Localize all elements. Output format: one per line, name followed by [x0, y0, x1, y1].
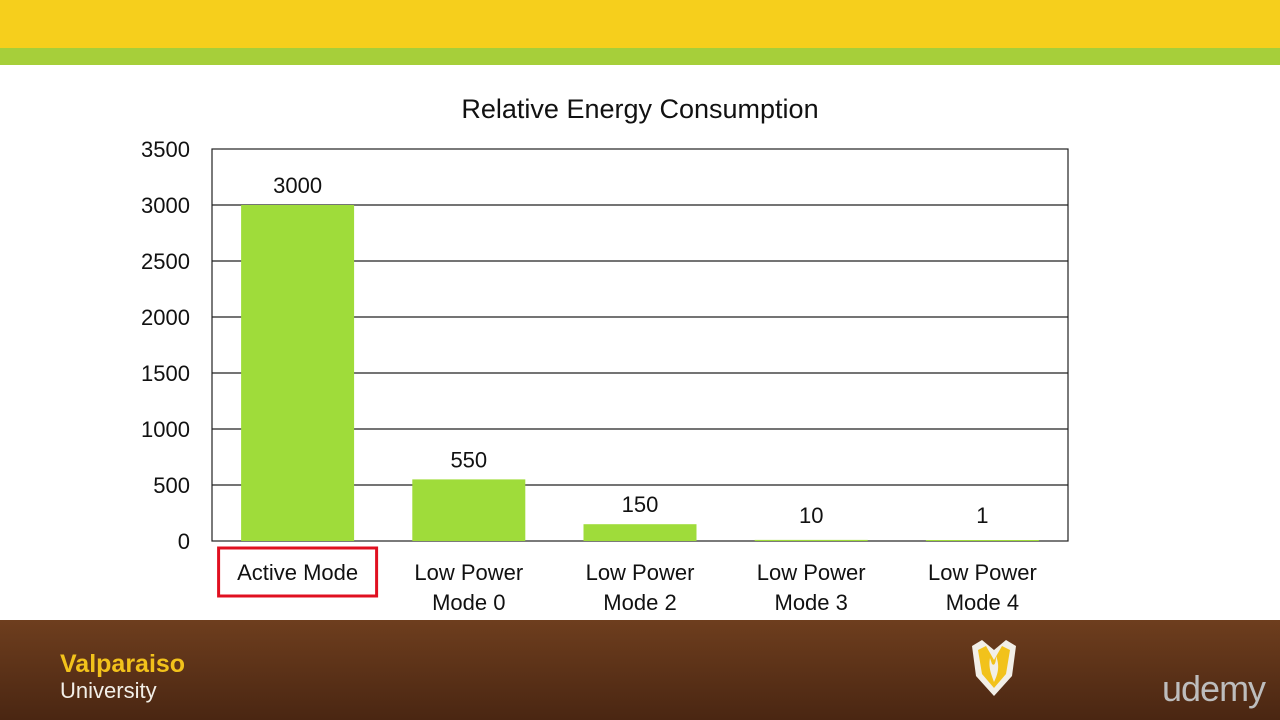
- relative-energy-chart: Relative Energy Consumption 0 500 1000 1500 2…: [141, 94, 1069, 615]
- x-tick-label: Low Power Mode 4: [928, 560, 1037, 615]
- bar: [583, 524, 697, 541]
- y-tick-label: 0: [178, 529, 190, 554]
- y-tick-label: 1000: [141, 417, 190, 442]
- top-yellow-band: [0, 0, 1280, 48]
- bar: [754, 539, 868, 541]
- data-label: 550: [450, 447, 487, 472]
- bar: [412, 479, 526, 541]
- x-tick-label: Low Power Mode 3: [757, 560, 866, 615]
- data-label: 150: [622, 492, 659, 517]
- x-tick-label: Low Power Mode 0: [414, 560, 523, 615]
- y-tick-label: 2500: [141, 249, 190, 274]
- bar: [241, 205, 355, 541]
- university-suffix: University: [60, 678, 157, 703]
- x-tick-label: Low Power Mode 2: [586, 560, 695, 615]
- plot-area: [211, 148, 1069, 542]
- y-tick-label: 500: [153, 473, 190, 498]
- y-tick-label: 2000: [141, 305, 190, 330]
- udemy-logo: udemy: [1162, 668, 1266, 709]
- y-tick-label: 3000: [141, 193, 190, 218]
- bar: [925, 540, 1039, 541]
- x-tick-label: Active Mode: [237, 560, 358, 585]
- data-label: 10: [799, 503, 823, 528]
- valparaiso-shield-icon: [972, 640, 1016, 696]
- top-green-band: [0, 48, 1280, 65]
- footer-bar: [0, 620, 1280, 720]
- highlight-box: [217, 546, 379, 598]
- data-label: 3000: [273, 173, 322, 198]
- data-label: 1: [976, 503, 988, 528]
- university-name: Valparaiso: [60, 650, 186, 678]
- y-tick-label: 1500: [141, 361, 190, 386]
- chart-title: Relative Energy Consumption: [461, 94, 818, 124]
- y-tick-label: 3500: [141, 137, 190, 162]
